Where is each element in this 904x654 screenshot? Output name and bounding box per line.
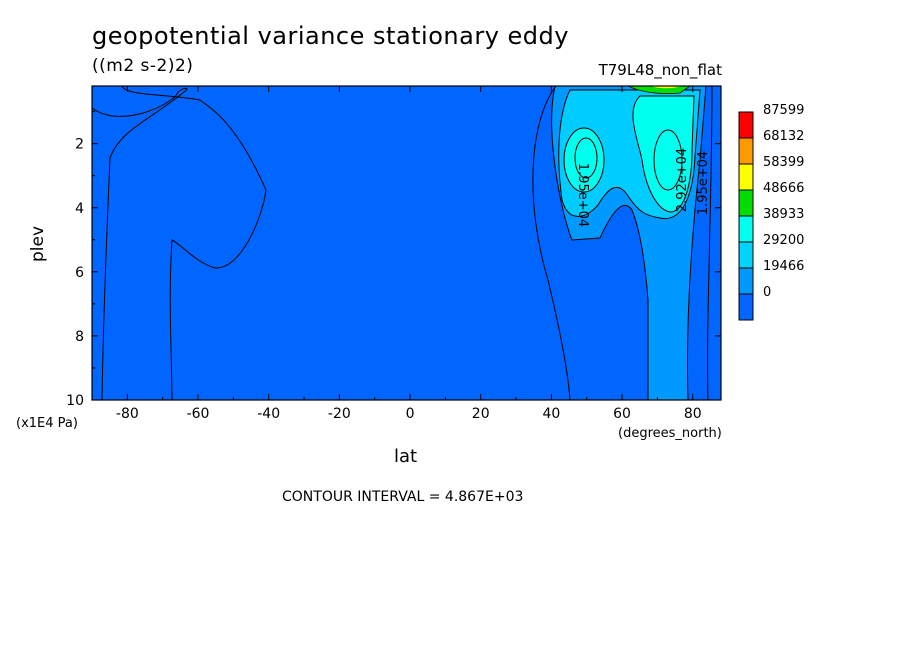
colorbar-swatch <box>738 267 754 295</box>
plot-frame <box>91 85 722 401</box>
colorbar-swatch <box>738 215 754 243</box>
field-level-4 <box>627 86 691 94</box>
chart-title: geopotential variance stationary eddy <box>92 22 569 50</box>
x-tick-label: 80 <box>684 406 702 422</box>
colorbar-swatch <box>738 163 754 191</box>
colorbar-label: 38933 <box>763 207 804 222</box>
colorbar-label: 68132 <box>763 129 804 144</box>
colorbar-label: 19466 <box>763 259 804 274</box>
x-tick-label: 20 <box>472 406 490 422</box>
y-tick-label: 4 <box>75 201 84 217</box>
x-tick-label: 60 <box>613 406 631 422</box>
colorbar-label: 0 <box>763 285 771 300</box>
x-tick-label: 0 <box>406 406 415 422</box>
contour-label: 1.95e+04 <box>696 151 711 215</box>
x-tick-label: -60 <box>187 406 210 422</box>
x-axis-units: (degrees_north) <box>618 426 722 441</box>
colorbar-swatch <box>738 137 754 165</box>
x-tick-label: 40 <box>542 406 560 422</box>
y-axis-units: (x1E4 Pa) <box>16 416 78 431</box>
colorbar-swatch <box>738 293 754 321</box>
run-label: T79L48_non_flat <box>598 61 722 79</box>
x-tick-label: -80 <box>116 406 139 422</box>
contour-interval: CONTOUR INTERVAL = 4.867E+03 <box>282 489 524 505</box>
contour-line-left-inner <box>574 137 598 179</box>
colorbar-label: 87599 <box>763 103 804 118</box>
y-tick-label: 10 <box>66 393 84 409</box>
colorbar-label: 58399 <box>763 155 804 170</box>
x-tick-label: -20 <box>328 406 351 422</box>
y-tick-label: 2 <box>75 137 84 153</box>
contour-line-north-left <box>532 86 571 400</box>
y-tick-label: 8 <box>75 329 84 345</box>
contour-line-right-inner <box>653 129 683 191</box>
colorbar-label: 29200 <box>763 233 804 248</box>
colorbar-label: 48666 <box>763 181 804 196</box>
x-axis-label: lat <box>394 446 418 467</box>
contour-label: 1.95e+04 <box>575 163 590 227</box>
contour-line-south <box>121 86 267 400</box>
contour-line-north-edge <box>707 86 713 400</box>
colorbar-swatch <box>738 189 754 217</box>
x-tick-label: -40 <box>257 406 280 422</box>
colorbar-swatch <box>738 111 754 139</box>
contour-line-south-pole <box>92 87 188 400</box>
y-tick-label: 6 <box>75 265 84 281</box>
colorbar-swatch <box>738 241 754 269</box>
contour-label: 2.92e+04 <box>675 148 690 212</box>
field-level-3 <box>632 95 695 213</box>
chart-units: ((m2 s-2)2) <box>92 56 194 76</box>
